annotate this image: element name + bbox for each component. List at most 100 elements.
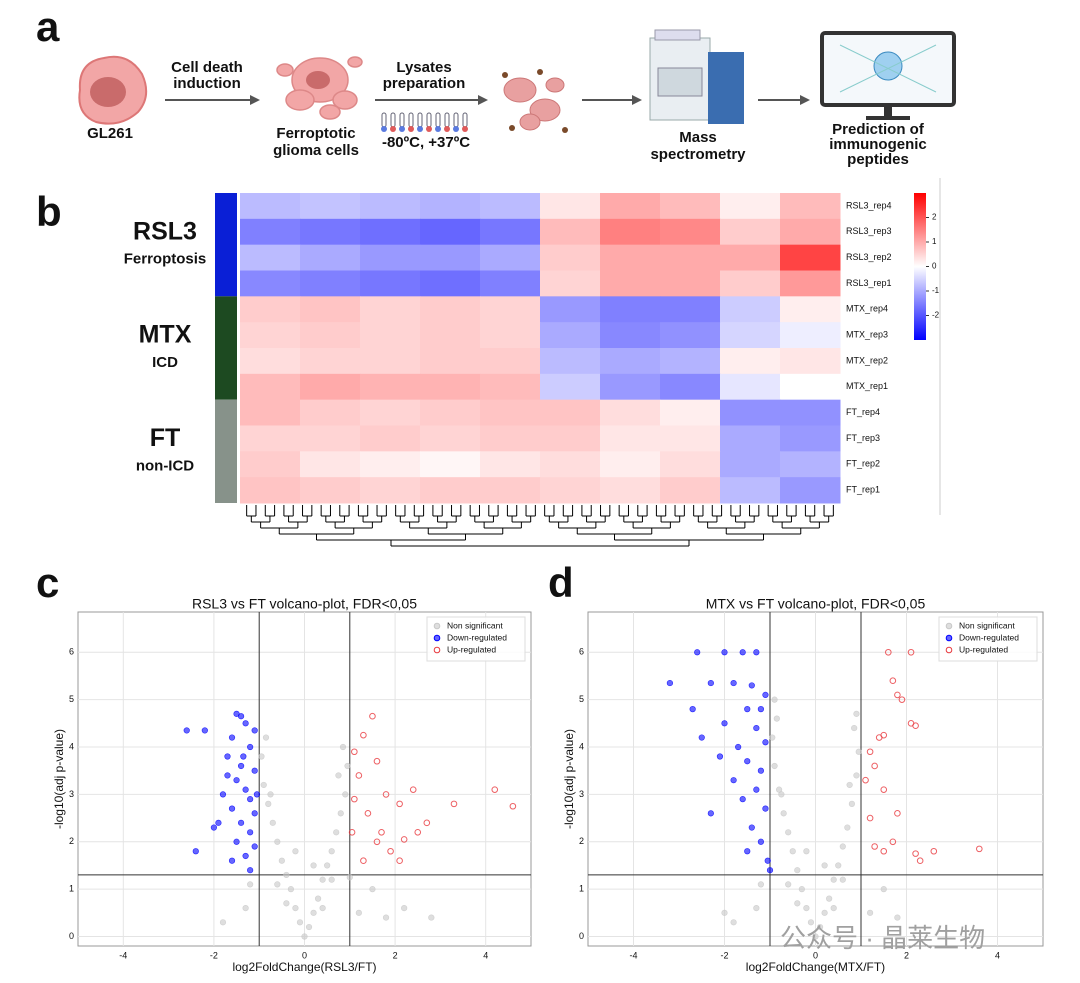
point	[803, 904, 810, 912]
arrow-head	[478, 95, 488, 105]
point	[348, 828, 356, 836]
point	[278, 857, 285, 864]
chart-title: RSL3 vs FT volcano-plot, FDR<0,05	[192, 596, 417, 612]
heat-cell	[420, 322, 481, 349]
point	[853, 710, 860, 717]
point	[830, 904, 837, 912]
heat-cell	[540, 399, 601, 426]
point	[807, 919, 815, 926]
point	[333, 829, 340, 836]
x-tick-label: -4	[629, 950, 637, 960]
point	[666, 679, 674, 687]
point	[314, 895, 322, 902]
heat-cell	[660, 373, 721, 401]
point	[233, 838, 240, 845]
point	[296, 919, 304, 926]
heat-cell	[540, 425, 601, 452]
heat-cell	[480, 270, 541, 297]
point	[744, 706, 751, 713]
legend-marker	[433, 634, 441, 642]
thermometer-bulb	[390, 126, 396, 132]
thermometer	[444, 112, 450, 128]
gl261-cell-icon	[78, 55, 148, 125]
heat-cell	[540, 373, 601, 401]
point	[894, 691, 901, 699]
heat-cell	[300, 296, 361, 323]
point	[880, 847, 888, 855]
point	[744, 848, 751, 855]
point	[274, 838, 281, 845]
y-tick-label: 3	[69, 789, 74, 799]
point	[215, 819, 222, 826]
heat-cell	[780, 373, 841, 401]
point	[889, 677, 897, 684]
heat-cell	[480, 193, 541, 220]
point	[794, 867, 801, 874]
point	[762, 805, 769, 812]
heat-cell	[300, 425, 361, 452]
point	[414, 828, 422, 836]
point	[351, 748, 358, 756]
heat-cell	[420, 399, 481, 426]
y-tick-label: 6	[69, 647, 74, 657]
point	[757, 767, 765, 774]
legend-box	[938, 616, 1038, 662]
heat-cell	[300, 348, 361, 375]
heat-cell	[780, 270, 841, 297]
point	[310, 909, 317, 916]
row-label: RSL3_rep4	[846, 200, 892, 210]
point	[228, 805, 236, 812]
row-label: FT_rep2	[846, 459, 880, 469]
point	[839, 876, 846, 883]
x-tick-label: -2	[720, 950, 728, 960]
heat-cell	[780, 322, 841, 349]
thermometer-bulb	[426, 126, 432, 132]
heat-cell	[420, 477, 481, 504]
prediction-label: peptides	[847, 151, 909, 168]
point	[369, 712, 376, 720]
group-label: ICD	[152, 354, 178, 371]
heat-cell	[480, 348, 541, 375]
point	[262, 734, 270, 741]
heat-cell	[360, 322, 421, 349]
thermometer	[435, 112, 441, 128]
arrow-head	[632, 95, 642, 105]
y-tick-label: 1	[579, 884, 584, 894]
group-label: non-ICD	[136, 457, 194, 474]
point	[875, 734, 883, 741]
legend-label: Non significant	[447, 620, 503, 630]
dendrogram	[246, 505, 834, 547]
point	[789, 848, 796, 855]
x-axis-label: log2FoldChange(MTX/FT)	[746, 960, 885, 974]
point	[778, 791, 785, 798]
point	[753, 724, 760, 732]
point	[889, 838, 897, 846]
heat-cell	[720, 425, 781, 452]
thermometer-bulb	[462, 126, 468, 132]
heat-cell	[600, 244, 661, 271]
heat-cell	[240, 348, 301, 375]
point	[301, 933, 308, 940]
heat-cell	[420, 425, 481, 452]
heat-cell	[600, 296, 661, 323]
point	[885, 648, 892, 656]
point	[753, 786, 760, 793]
point	[794, 900, 801, 907]
heat-cell	[720, 296, 781, 323]
panel-label: a	[36, 3, 60, 50]
point	[251, 810, 258, 817]
point	[219, 919, 227, 926]
point	[912, 850, 919, 857]
heat-cell	[300, 322, 361, 349]
point	[816, 923, 824, 931]
heat-cell	[660, 477, 721, 504]
heat-cell	[300, 193, 361, 220]
legend-marker	[433, 646, 441, 654]
point	[387, 847, 394, 855]
row-label: FT_rep1	[846, 484, 880, 494]
legend-label: Down-regulated	[447, 632, 507, 642]
heat-cell	[480, 425, 541, 452]
heat-cell	[480, 244, 541, 271]
point	[360, 731, 367, 739]
